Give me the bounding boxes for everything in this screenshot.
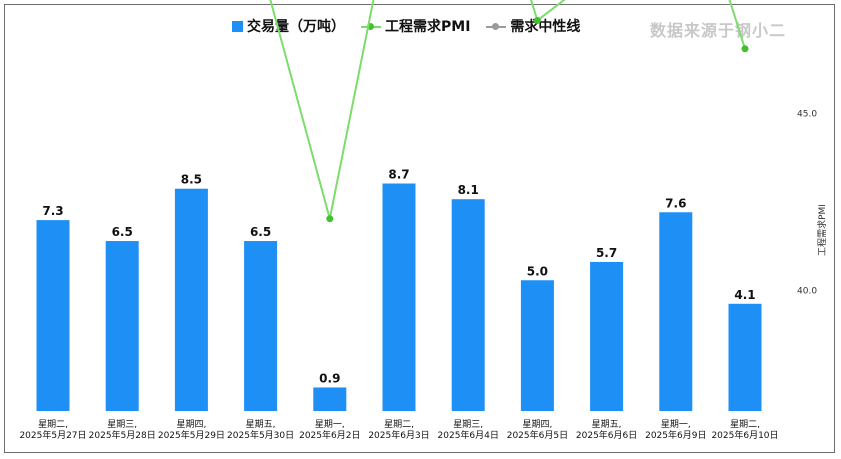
bar-value-label-2: 8.5 — [181, 173, 202, 187]
x-tick-label-2: 星期四, 2025年5月29日 — [158, 419, 225, 441]
bar-volume-9 — [659, 212, 693, 411]
legend-item-volume[interactable]: 交易量（万吨） — [232, 16, 345, 36]
legend-swatch-neutral — [486, 21, 507, 32]
bar-value-label-0: 7.3 — [42, 204, 63, 218]
bar-volume-1 — [105, 241, 139, 411]
legend-item-neutral[interactable]: 需求中性线 — [486, 16, 580, 36]
bar-value-label-8: 5.7 — [596, 246, 617, 260]
y-right-axis-title: 工程需求PMI — [816, 204, 828, 256]
bar-volume-5 — [382, 183, 416, 411]
x-tick-label-5: 星期二, 2025年6月3日 — [368, 419, 429, 441]
x-tick-label-8: 星期五, 2025年6月6日 — [576, 419, 637, 441]
bar-value-label-9: 7.6 — [665, 196, 686, 210]
source-text: 数据来源于钢小二 — [650, 21, 787, 40]
legend-label-pmi: 工程需求PMI — [385, 19, 471, 35]
pmi-point-7 — [533, 16, 541, 24]
x-tick-label-4: 星期一, 2025年6月2日 — [299, 419, 360, 441]
x-tick-label-7: 星期四, 2025年6月5日 — [507, 419, 568, 441]
legend: 交易量（万吨） 工程需求PMI 需求中性线 — [232, 15, 580, 37]
pmi-point-4 — [326, 215, 334, 223]
bar-value-label-4: 0.9 — [319, 371, 340, 385]
y-right-tick-label-2: 45.0 — [797, 110, 817, 120]
bar-volume-2 — [174, 188, 208, 411]
chart-frame — [4, 4, 835, 453]
bar-value-label-1: 6.5 — [112, 225, 133, 239]
bar-volume-0 — [36, 220, 70, 411]
x-tick-label-10: 星期二, 2025年6月10日 — [711, 419, 778, 441]
x-tick-label-3: 星期五, 2025年5月30日 — [227, 419, 294, 441]
bar-volume-10 — [728, 303, 762, 411]
legend-label-volume: 交易量（万吨） — [247, 19, 345, 35]
x-tick-label-0: 星期二, 2025年5月27日 — [19, 419, 86, 441]
bar-value-label-5: 8.7 — [388, 168, 409, 182]
x-tick-label-9: 星期一, 2025年6月9日 — [645, 419, 706, 441]
bar-volume-6 — [451, 199, 485, 411]
bar-volume-7 — [520, 280, 554, 411]
bar-value-label-7: 5.0 — [527, 264, 548, 278]
bar-volume-4 — [313, 387, 347, 411]
bar-value-label-3: 6.5 — [250, 225, 271, 239]
y-right-tick-label-1: 40.0 — [797, 287, 817, 297]
legend-item-pmi[interactable]: 工程需求PMI — [361, 16, 470, 36]
legend-swatch-volume — [232, 20, 243, 32]
bar-value-label-6: 8.1 — [458, 183, 479, 197]
pmi-point-10 — [741, 45, 749, 53]
bar-volume-3 — [244, 241, 278, 411]
legend-swatch-pmi — [361, 21, 381, 32]
x-tick-label-1: 星期三, 2025年5月28日 — [89, 419, 156, 441]
x-tick-label-6: 星期三, 2025年6月4日 — [438, 419, 499, 441]
bar-volume-8 — [590, 261, 624, 411]
bar-value-label-10: 4.1 — [734, 288, 755, 302]
legend-label-neutral: 需求中性线 — [510, 19, 581, 35]
